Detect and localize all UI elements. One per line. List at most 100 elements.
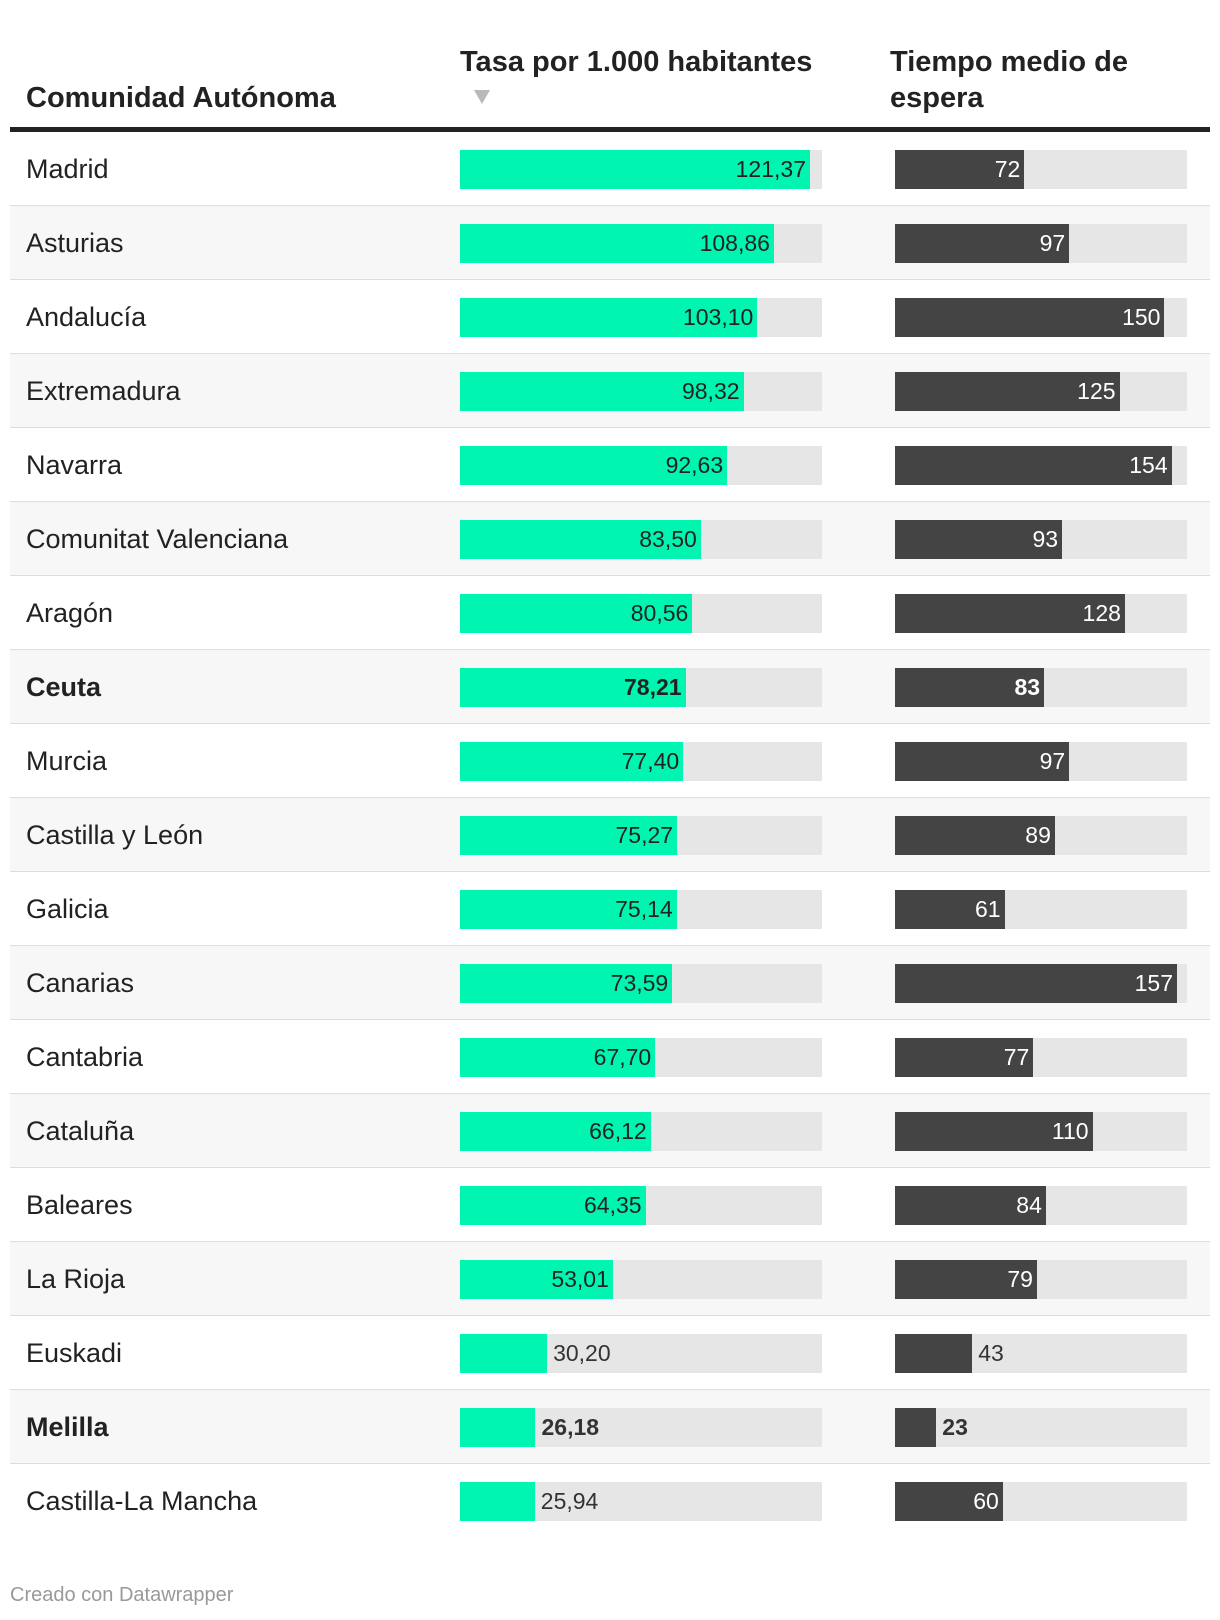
rate-bar bbox=[460, 446, 728, 485]
rate-bar-track: 78,21 bbox=[460, 668, 822, 707]
rate-bar bbox=[460, 1482, 535, 1521]
wait-bar-track: 60 bbox=[895, 1482, 1187, 1521]
region-name: Cataluña bbox=[26, 1116, 135, 1146]
wait-bar-track: 157 bbox=[895, 964, 1187, 1003]
rate-bar bbox=[460, 742, 684, 781]
column-header-region[interactable]: Comunidad Autónoma bbox=[26, 82, 336, 114]
wait-value-label: 157 bbox=[1134, 970, 1173, 996]
column-header-wait[interactable]: Tiempo medio de espera bbox=[890, 46, 1128, 114]
rate-value-label: 26,18 bbox=[541, 1414, 600, 1440]
rate-bar bbox=[460, 890, 677, 929]
table-row: Murcia 77,40 97 bbox=[10, 724, 1210, 798]
rate-bar-track: 80,56 bbox=[460, 594, 822, 633]
table-header: Comunidad Autónoma Tasa por 1.000 habita… bbox=[10, 0, 1210, 132]
wait-value-label: 154 bbox=[1129, 452, 1168, 478]
wait-bar bbox=[895, 742, 1070, 781]
rate-value-label: 75,14 bbox=[615, 896, 673, 922]
wait-value-label: 61 bbox=[974, 896, 1001, 922]
table-row: Navarra 92,63 154 bbox=[10, 428, 1210, 502]
wait-bar bbox=[895, 298, 1165, 337]
rate-bar-track: 75,14 bbox=[460, 890, 822, 929]
datawrapper-credit[interactable]: Creado con Datawrapper bbox=[10, 1584, 234, 1606]
rate-bar-track: 53,01 bbox=[460, 1260, 822, 1299]
region-name: La Rioja bbox=[26, 1264, 126, 1294]
wait-value-label: 23 bbox=[942, 1414, 968, 1440]
wait-bar-track: 125 bbox=[895, 372, 1187, 411]
rate-value-label: 73,59 bbox=[610, 970, 669, 996]
column-header-rate[interactable]: Tasa por 1.000 habitantes bbox=[460, 44, 840, 104]
rate-bar bbox=[460, 1260, 613, 1299]
wait-bar bbox=[895, 890, 1005, 929]
rate-value-label: 103,10 bbox=[682, 304, 754, 330]
table-row: Baleares 64,35 84 bbox=[10, 1168, 1210, 1242]
wait-bar bbox=[895, 1334, 973, 1373]
wait-value-label: 84 bbox=[1016, 1192, 1042, 1218]
rate-value-label: 121,37 bbox=[735, 156, 806, 182]
rate-bar bbox=[460, 964, 673, 1003]
rate-bar bbox=[460, 816, 678, 855]
region-name: Navarra bbox=[26, 450, 123, 480]
wait-bar bbox=[895, 816, 1055, 855]
region-name: Extremadura bbox=[26, 376, 181, 406]
wait-value-label: 72 bbox=[994, 156, 1021, 182]
region-name: Ceuta bbox=[26, 672, 102, 702]
wait-bar bbox=[895, 372, 1120, 411]
table-row: Cantabria 67,70 77 bbox=[10, 1020, 1210, 1094]
wait-bar-track: 83 bbox=[895, 668, 1187, 707]
rate-bar bbox=[460, 1408, 536, 1447]
wait-value-label: 125 bbox=[1077, 378, 1116, 404]
region-name: Baleares bbox=[26, 1190, 133, 1220]
wait-bar bbox=[895, 1186, 1046, 1225]
region-name: Andalucía bbox=[26, 302, 147, 332]
rate-value-label: 67,70 bbox=[593, 1044, 652, 1070]
region-name: Castilla y León bbox=[26, 820, 204, 850]
region-name: Euskadi bbox=[26, 1338, 123, 1368]
rate-value-label: 77,40 bbox=[621, 748, 680, 774]
rate-bar-track: 26,18 bbox=[460, 1408, 822, 1447]
rate-bar bbox=[460, 372, 744, 411]
wait-value-label: 128 bbox=[1082, 600, 1121, 626]
wait-value-label: 83 bbox=[1014, 674, 1041, 700]
region-name: Melilla bbox=[26, 1412, 109, 1442]
wait-value-label: 60 bbox=[973, 1488, 999, 1514]
rate-value-label: 83,50 bbox=[639, 526, 697, 552]
wait-bar-track: 79 bbox=[895, 1260, 1187, 1299]
rate-value-label: 53,01 bbox=[551, 1266, 609, 1292]
rate-value-label: 25,94 bbox=[540, 1488, 599, 1514]
rate-bar bbox=[460, 150, 810, 189]
wait-bar-track: 97 bbox=[895, 224, 1187, 263]
rate-value-label: 108,86 bbox=[699, 230, 770, 256]
wait-bar-track: 77 bbox=[895, 1038, 1187, 1077]
wait-bar-track: 43 bbox=[895, 1334, 1187, 1373]
rate-bar bbox=[460, 298, 758, 337]
rate-bar-track: 67,70 bbox=[460, 1038, 822, 1077]
rate-bar-track: 103,10 bbox=[460, 298, 822, 337]
rate-bar bbox=[460, 1334, 548, 1373]
wait-bar-track: 154 bbox=[895, 446, 1187, 485]
table-row: Euskadi 30,20 43 bbox=[10, 1316, 1210, 1390]
wait-value-label: 89 bbox=[1025, 822, 1051, 848]
region-name: Madrid bbox=[26, 154, 109, 184]
rate-value-label: 98,32 bbox=[681, 378, 740, 404]
rate-bar-track: 83,50 bbox=[460, 520, 822, 559]
rate-bar-track: 25,94 bbox=[460, 1482, 822, 1521]
wait-value-label: 97 bbox=[1039, 748, 1066, 774]
wait-bar bbox=[895, 1260, 1037, 1299]
rate-value-label: 64,35 bbox=[584, 1192, 642, 1218]
table-row: Castilla y León 75,27 89 bbox=[10, 798, 1210, 872]
rate-bar bbox=[460, 1186, 646, 1225]
wait-bar-track: 110 bbox=[895, 1112, 1187, 1151]
table-row: Melilla 26,18 23 bbox=[10, 1390, 1210, 1464]
wait-bar-track: 72 bbox=[895, 150, 1187, 189]
table-row: Extremadura 98,32 125 bbox=[10, 354, 1210, 428]
wait-value-label: 110 bbox=[1051, 1118, 1089, 1144]
table-row: Ceuta 78,21 83 bbox=[10, 650, 1210, 724]
region-name: Cantabria bbox=[26, 1042, 144, 1072]
rate-value-label: 80,56 bbox=[630, 600, 689, 626]
table-body: Madrid 121,37 72 Asturias 108,86 97 Andalucía 1… bbox=[10, 132, 1210, 1538]
rate-bar-track: 75,27 bbox=[460, 816, 822, 855]
wait-value-label: 150 bbox=[1122, 304, 1161, 330]
wait-value-label: 43 bbox=[978, 1340, 1004, 1366]
rate-value-label: 66,12 bbox=[589, 1118, 647, 1144]
rate-bar bbox=[460, 594, 693, 633]
